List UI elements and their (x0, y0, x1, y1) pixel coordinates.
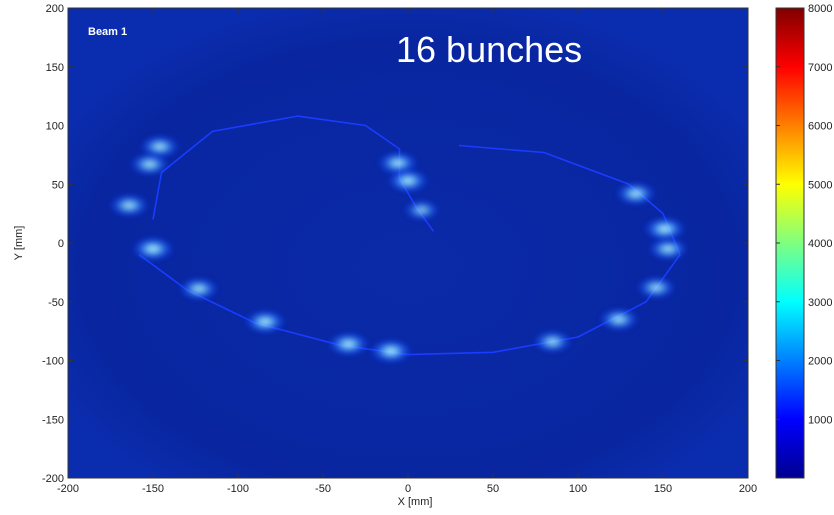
bunch-spot (326, 331, 371, 357)
bunch-spot (402, 198, 441, 222)
bunch-spot (243, 308, 287, 335)
x-tick-label: -100 (227, 483, 249, 495)
colorbar-tick-label: 6000 (808, 121, 832, 133)
x-tick-label: 150 (654, 483, 672, 495)
colorbar-tick-label: 8000 (808, 3, 832, 15)
bunch-spot (635, 275, 677, 300)
bunch-spot (614, 181, 657, 207)
panel-label: Beam 1 (88, 26, 127, 38)
colorbar-tick-label: 3000 (808, 297, 832, 309)
colorbar-tick-label: 4000 (808, 238, 832, 250)
colorbar-tick-label: 2000 (808, 356, 832, 368)
y-tick-label: 50 (52, 179, 64, 191)
y-tick-label: -50 (48, 297, 64, 309)
y-axis-ticks: -200 -150 -100 -50 0 50 100 150 200 (42, 3, 748, 485)
y-tick-label: 150 (46, 62, 64, 74)
y-tick-label: -150 (42, 414, 64, 426)
bunch-spot (128, 151, 171, 177)
bunch-spot (369, 338, 413, 365)
y-tick-label: -100 (42, 356, 64, 368)
beam-path-1 (152, 115, 435, 232)
x-tick-label: 50 (487, 483, 499, 495)
bunch-spot (178, 276, 220, 302)
x-tick-label: -200 (57, 483, 79, 495)
bunch-spot (598, 306, 640, 332)
y-tick-label: 200 (46, 3, 64, 15)
bunch-spot (131, 235, 175, 262)
x-tick-label: 200 (739, 483, 757, 495)
y-tick-label: 0 (58, 238, 64, 250)
bunch-spot (108, 193, 150, 218)
bunch-spot (386, 167, 430, 194)
chart-title: 16 bunches (396, 29, 582, 70)
plot-area (68, 8, 748, 478)
colorbar-tick-label: 1000 (808, 414, 832, 426)
x-tick-label: -50 (315, 483, 331, 495)
y-axis-label: Y [mm] (13, 226, 25, 261)
x-axis-ticks: -200 -150 -100 -50 0 50 100 150 200 (57, 8, 757, 495)
colorbar (775, 7, 805, 479)
colorbar-tick-label: 5000 (808, 179, 832, 191)
y-tick-label: 100 (46, 121, 64, 133)
colorbar-ticks: 1000 2000 3000 4000 5000 6000 7000 8000 (776, 3, 832, 426)
bunch-spot (642, 215, 687, 242)
bunch-spots (108, 134, 689, 365)
x-axis-label: X [mm] (398, 496, 433, 508)
colorbar-tick-label: 7000 (808, 62, 832, 74)
x-tick-label: 100 (569, 483, 587, 495)
bunch-spot (647, 236, 689, 262)
x-tick-label: -150 (142, 483, 164, 495)
bunch-spot (532, 329, 573, 354)
x-tick-label: 0 (405, 483, 411, 495)
y-tick-label: -200 (42, 473, 64, 485)
